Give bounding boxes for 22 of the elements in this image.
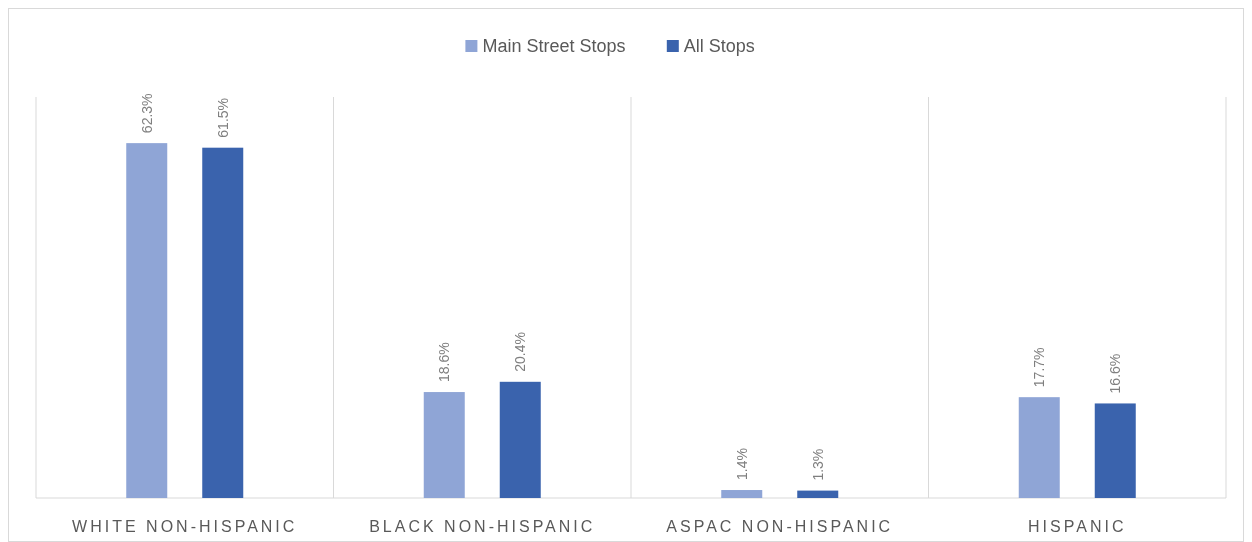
data-label: 61.5% — [214, 97, 231, 138]
bar — [126, 143, 168, 498]
bar — [423, 392, 465, 498]
data-label: 18.6% — [436, 342, 453, 383]
bar — [202, 147, 244, 498]
data-label: 1.3% — [809, 448, 826, 481]
bar — [1094, 403, 1136, 498]
bar — [721, 490, 763, 498]
x-tick-label: WHITE NON-HISPANIC — [72, 518, 298, 535]
data-label: 16.6% — [1107, 353, 1124, 394]
x-tick-label: ASPAC NON-HISPANIC — [666, 518, 894, 535]
bar — [499, 381, 541, 498]
data-label: 17.7% — [1031, 347, 1048, 388]
data-label: 20.4% — [512, 332, 529, 372]
data-label: 62.3% — [138, 93, 155, 134]
x-tick-label: HISPANIC — [1028, 518, 1127, 535]
legend-label: Main Street Stops — [482, 36, 626, 56]
x-tick-label: BLACK NON-HISPANIC — [369, 518, 596, 535]
legend-label: All Stops — [683, 36, 755, 56]
bar — [797, 490, 839, 498]
bar — [1018, 397, 1060, 498]
data-label: 1.4% — [733, 448, 750, 481]
